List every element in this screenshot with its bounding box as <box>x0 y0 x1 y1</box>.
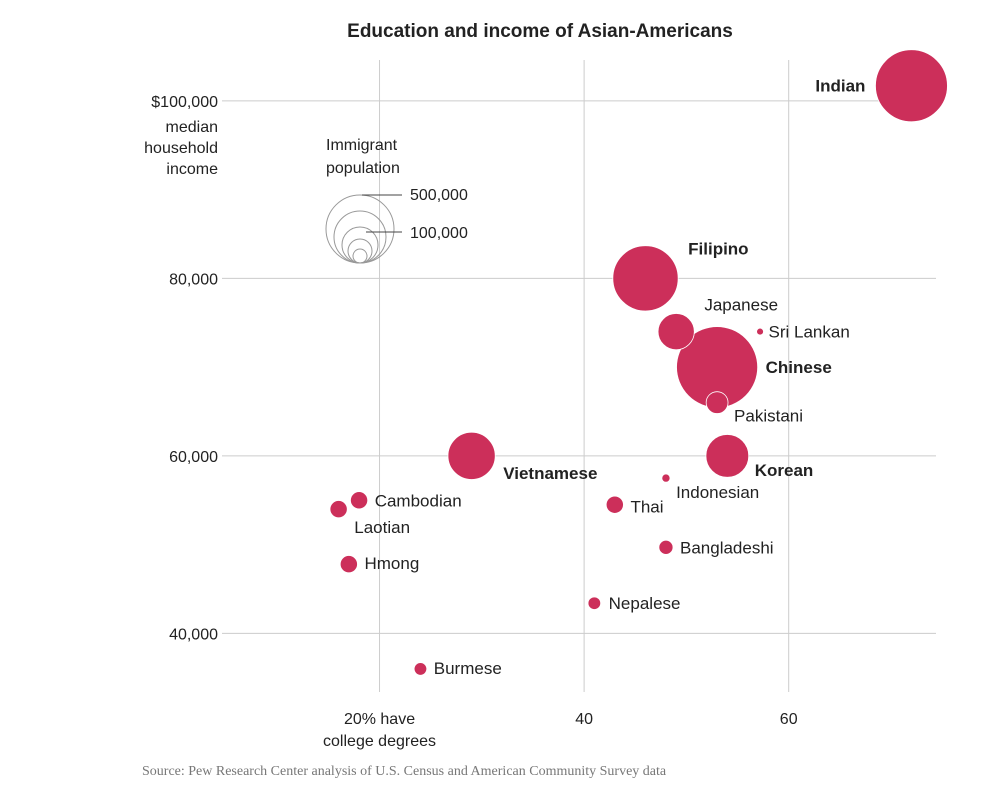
label-thai: Thai <box>630 498 663 517</box>
y-axis: $100,000 80,000 60,000 40,000 <box>151 94 218 644</box>
label-korean: Korean <box>755 461 814 480</box>
legend-circle-large <box>325 194 395 264</box>
x-tick-label: 40 <box>575 711 593 728</box>
label-hmong: Hmong <box>364 554 419 573</box>
size-legend: Immigrant population 500,000 100,000 <box>325 137 468 264</box>
y-tick-label: 40,000 <box>169 626 218 643</box>
label-japanese: Japanese <box>704 296 778 315</box>
label-vietnamese: Vietnamese <box>503 464 597 483</box>
label-nepalese: Nepalese <box>609 594 681 613</box>
gridlines <box>222 60 936 692</box>
bubble-pakistani <box>705 391 729 414</box>
source-note: Source: Pew Research Center analysis of … <box>142 764 667 779</box>
bubble-indian <box>875 49 948 123</box>
legend-label-500k: 500,000 <box>410 187 468 204</box>
legend-title-line: Immigrant <box>326 137 398 154</box>
legend-label-100k: 100,000 <box>410 225 468 242</box>
data-labels: Indian Filipino Japanese Sri Lankan Chinese P… <box>354 77 865 678</box>
data-points <box>329 49 948 676</box>
y-tick-label: 60,000 <box>169 449 218 466</box>
y-tick-label: $100,000 <box>151 94 218 111</box>
y-tick-label: 80,000 <box>169 271 218 288</box>
legend-title-line: population <box>326 160 400 177</box>
bubble-vietnamese <box>447 431 496 480</box>
y-axis-note: median household income <box>144 119 218 178</box>
y-note-line: household <box>144 140 218 157</box>
label-laotian: Laotian <box>354 518 410 537</box>
bubble-korean <box>705 434 750 478</box>
label-pakistani: Pakistani <box>734 407 803 426</box>
label-burmese: Burmese <box>434 659 502 678</box>
bubble-sri-lankan <box>756 327 764 336</box>
bubble-laotian <box>329 500 348 519</box>
legend-circle <box>347 238 373 264</box>
label-sri-lankan: Sri Lankan <box>769 323 850 342</box>
bubble-indonesian <box>661 473 671 483</box>
label-chinese: Chinese <box>766 358 832 377</box>
x-note-line: college degrees <box>323 733 436 750</box>
label-indonesian: Indonesian <box>676 483 759 502</box>
label-indian: Indian <box>815 77 865 96</box>
x-axis: 20% have 40 60 college degrees <box>323 711 798 750</box>
bubble-filipino <box>612 245 679 312</box>
legend-circle-small <box>352 248 368 264</box>
x-tick-label: 60 <box>780 711 798 728</box>
bubble-nepalese <box>587 596 602 610</box>
y-note-line: income <box>166 161 218 178</box>
label-bangladeshi: Bangladeshi <box>680 538 774 557</box>
y-note-line: median <box>166 119 218 136</box>
bubble-hmong <box>339 555 358 574</box>
bubble-bangladeshi <box>658 539 674 555</box>
bubble-thai <box>605 495 624 514</box>
bubble-burmese <box>413 662 428 676</box>
chart-title: Education and income of Asian-Americans <box>347 21 733 42</box>
label-filipino: Filipino <box>688 239 748 258</box>
bubble-japanese <box>657 313 695 351</box>
x-tick-label: 20% have <box>344 711 415 728</box>
bubble-cambodian <box>350 491 369 510</box>
legend-circle <box>333 210 387 264</box>
label-cambodian: Cambodian <box>375 491 462 510</box>
